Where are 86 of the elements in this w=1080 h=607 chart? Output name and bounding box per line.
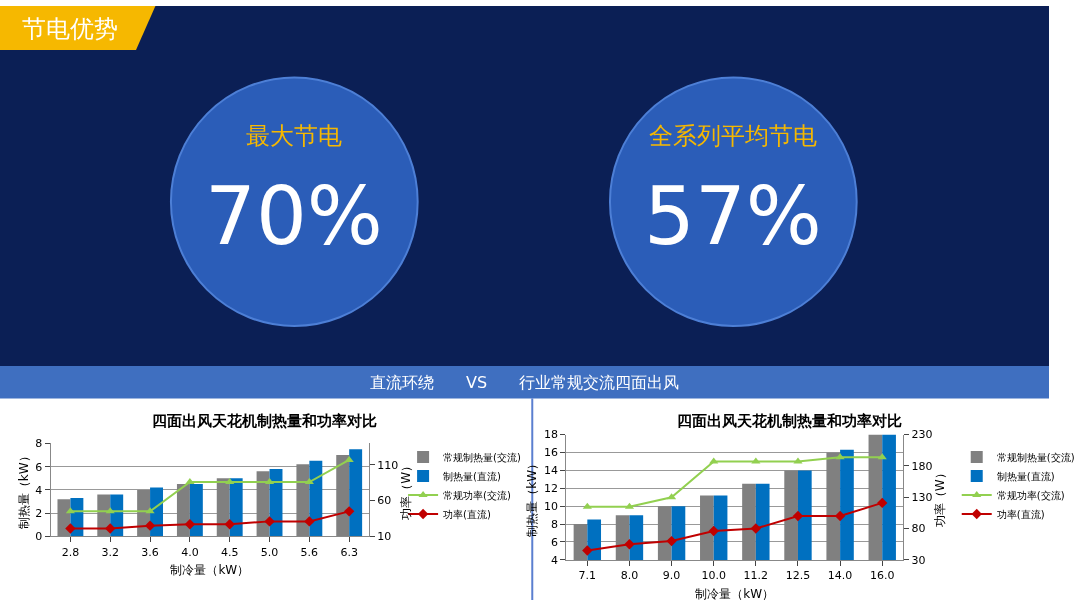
y2-tick-label: 180 — [911, 459, 933, 473]
y2-tick-label: 130 — [911, 491, 933, 505]
x-tick-label: 8.0 — [620, 569, 639, 583]
point — [624, 539, 635, 550]
legend-label: 功率(直流) — [443, 508, 491, 520]
text: 全系列平均节电 — [649, 122, 817, 150]
text: 节电优势 — [22, 15, 118, 43]
y-axis-title: 制热量（kW） — [16, 450, 31, 530]
point — [793, 457, 803, 464]
y-tick-label: 6 — [551, 535, 559, 549]
x-tick-label: 7.1 — [578, 569, 597, 583]
x-tick-label: 5.0 — [260, 545, 279, 559]
point — [666, 535, 677, 547]
x-tick-label: 3.2 — [101, 545, 119, 559]
x-tick-label: 12.5 — [785, 569, 811, 583]
x-tick-label: 11.2 — [743, 569, 769, 583]
point — [344, 455, 354, 462]
point — [582, 545, 593, 556]
point — [304, 478, 314, 485]
text: 57% — [644, 170, 822, 263]
y2-tick-label: 60 — [377, 494, 392, 508]
x-tick-label: 9.0 — [662, 569, 681, 583]
chart-title: 四面出风天花机制热量和功率对比 — [152, 412, 377, 430]
point — [343, 506, 355, 517]
point — [144, 520, 156, 531]
x-tick-label: 14.0 — [827, 569, 853, 583]
point — [751, 457, 761, 464]
y-tick-label: 0 — [35, 530, 43, 544]
x-tick-label: 4.5 — [220, 545, 239, 559]
y-tick-label: 2 — [35, 507, 43, 520]
legend-label: 常规功率(交流) — [443, 489, 511, 501]
y-tick-label: 16 — [544, 446, 559, 460]
y-tick-label: 8 — [551, 517, 559, 531]
y-tick-label: 6 — [35, 460, 43, 474]
point — [224, 519, 235, 530]
text: 直流环绕 VS 行业常规交流四面出风 — [370, 373, 680, 392]
bar — [309, 460, 323, 537]
x-tick-label: 4.0 — [181, 545, 199, 559]
legend-label: 常规制热量(交流) — [443, 451, 521, 463]
y-tick-label: 4 — [35, 483, 43, 497]
x-tick-label: 5.6 — [300, 545, 319, 559]
point — [184, 519, 196, 530]
y2-tick-label: 30 — [911, 553, 926, 567]
y-tick-label: 18 — [544, 428, 559, 442]
legend-label: 制热量(直流) — [996, 470, 1055, 482]
point — [750, 523, 762, 534]
x-tick-label: 2.8 — [61, 545, 80, 559]
x-tick-label: 3.6 — [141, 545, 159, 559]
y2-tick-label: 110 — [377, 458, 399, 472]
x-tick-label: 10.0 — [701, 569, 726, 583]
y-axis-title: 制热量（kW） — [525, 457, 540, 537]
legend-label: 制热量(直流) — [443, 470, 501, 482]
bar — [349, 449, 363, 537]
y2-tick-label: 80 — [911, 522, 926, 536]
point — [582, 502, 592, 509]
point — [264, 516, 275, 527]
x-axis-title: 制冷量（kW） — [695, 586, 775, 601]
y-tick-label: 12 — [544, 482, 559, 496]
point — [65, 523, 76, 534]
x-tick-label: 6.3 — [340, 545, 358, 559]
point — [225, 478, 235, 485]
y-tick-label: 4 — [551, 553, 559, 567]
y2-tick-label: 10 — [377, 530, 392, 544]
y-tick-label: 10 — [544, 500, 559, 514]
y2-axis-title: 功率（W） — [399, 459, 414, 520]
x-tick-label: 16.0 — [869, 569, 895, 583]
point — [709, 457, 719, 464]
y-tick-label: 14 — [544, 464, 559, 478]
point — [708, 525, 719, 537]
point — [304, 516, 315, 527]
bar — [229, 478, 243, 537]
y2-axis-title: 功率（W） — [933, 467, 948, 528]
point — [877, 453, 887, 460]
point — [105, 523, 116, 534]
legend-label: 常规功率(交流) — [996, 489, 1065, 501]
y2-tick-label: 230 — [911, 428, 933, 442]
legend-label: 功率(直流) — [996, 508, 1045, 520]
bar — [189, 484, 203, 537]
text: 70% — [205, 170, 383, 263]
chart-title: 四面出风天花机制热量和功率对比 — [677, 412, 902, 430]
point — [185, 478, 195, 485]
x-axis-title: 制冷量（kW） — [170, 563, 250, 578]
legend-label: 常规制热量(交流) — [996, 451, 1075, 463]
y-tick-label: 8 — [35, 437, 43, 451]
text: 最大节电 — [246, 122, 342, 150]
point — [877, 497, 888, 509]
